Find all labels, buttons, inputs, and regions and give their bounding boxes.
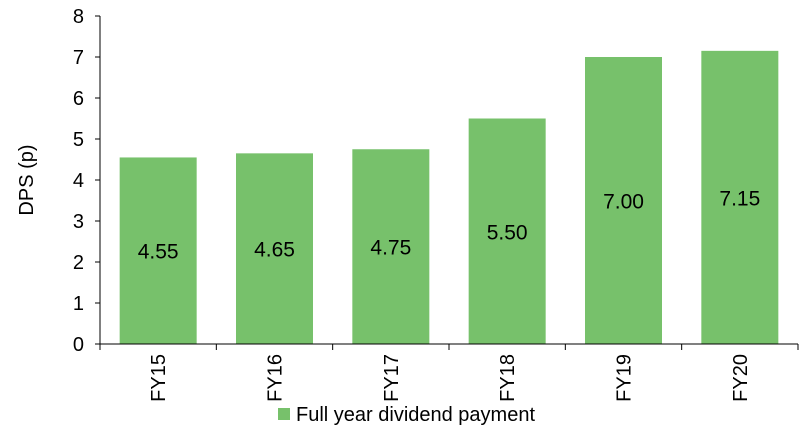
x-tick-label-fy18: FY18 <box>497 354 519 402</box>
y-axis-title: DPS (p) <box>16 144 38 215</box>
legend-label: Full year dividend payment <box>296 404 535 426</box>
data-label-fy19: 7.00 <box>603 191 644 214</box>
legend: Full year dividend payment <box>278 404 535 426</box>
x-tick-label-fy15: FY15 <box>148 354 170 402</box>
legend-swatch <box>278 408 290 420</box>
bar-fy15 <box>119 157 197 344</box>
x-tick-label-fy20: FY20 <box>730 354 752 402</box>
data-label-fy17: 4.75 <box>370 237 411 260</box>
data-label-fy15: 4.55 <box>138 241 179 264</box>
x-tick-label-fy16: FY16 <box>265 354 287 402</box>
data-label-fy16: 4.65 <box>254 239 295 262</box>
y-tick-label: 8 <box>73 6 84 28</box>
bars-group <box>119 50 779 344</box>
y-tick-label: 1 <box>73 293 84 315</box>
y-tick-label: 3 <box>73 211 84 233</box>
y-tick-label: 5 <box>73 129 84 151</box>
y-tick-label: 7 <box>73 47 84 69</box>
bar-fy19 <box>585 57 662 344</box>
bar-fy16 <box>236 153 313 344</box>
y-tick-label: 2 <box>73 252 84 274</box>
data-label-fy20: 7.15 <box>719 187 760 210</box>
x-tick-label-fy19: FY19 <box>614 354 636 402</box>
y-tick-label: 0 <box>73 334 84 356</box>
bar-fy18 <box>468 118 546 344</box>
bar-fy20 <box>701 50 779 344</box>
bar-labels-group: 4.55 4.65 4.75 5.50 7.00 7.15 <box>138 187 761 263</box>
y-tick-label: 4 <box>73 170 84 192</box>
bar-fy17 <box>352 149 430 344</box>
x-tick-label-fy17: FY17 <box>381 354 403 402</box>
y-tick-label: 6 <box>73 88 84 110</box>
data-label-fy18: 5.50 <box>487 221 528 244</box>
axes-group: 0 1 2 3 4 5 6 7 8 FY15 FY16 FY17 FY18 FY19 FY20 <box>73 6 799 402</box>
